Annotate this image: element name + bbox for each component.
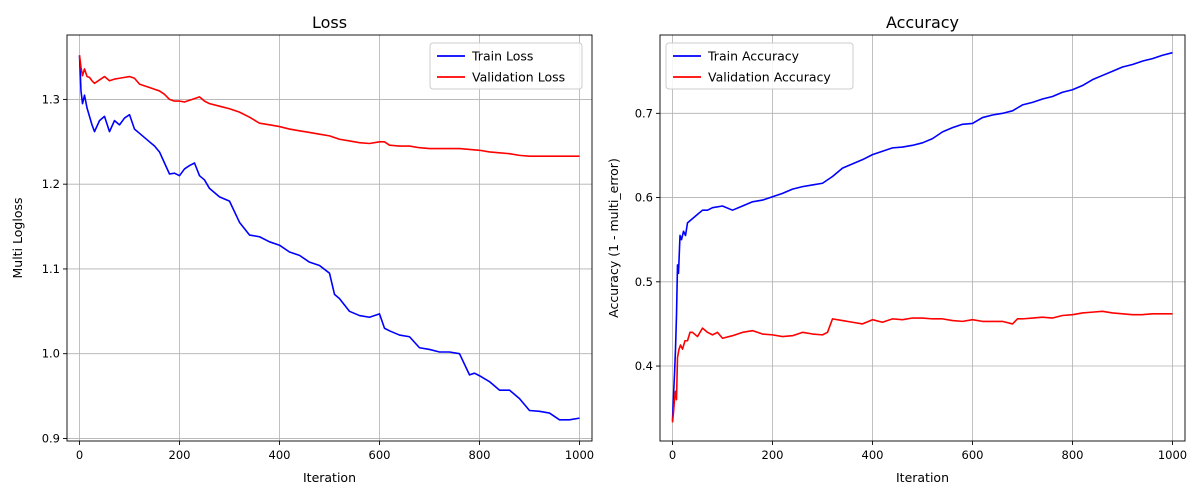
series-line-1 <box>78 55 580 158</box>
chart-title: Accuracy <box>886 13 959 32</box>
x-tick-label: 0 <box>76 448 83 462</box>
y-axis-label: Accuracy (1 - multi_error) <box>606 158 621 318</box>
legend: Train Loss Validation Loss <box>429 42 583 90</box>
y-tick-label: 0.4 <box>635 359 653 373</box>
y-tick-label: 0.9 <box>42 431 60 445</box>
chart-title: Loss <box>312 13 347 32</box>
chart-loss: 0 200 400 600 800 1000 0.9 1.0 1.1 1.2 1.3 Loss Iter… <box>10 13 594 485</box>
series-line-0 <box>671 51 1173 421</box>
y-tick-label: 1.3 <box>42 92 60 106</box>
y-tick-label: 1.1 <box>42 262 60 276</box>
y-tick-label: 1.0 <box>42 347 60 361</box>
legend-box <box>429 42 583 90</box>
x-tick-label: 400 <box>269 448 291 462</box>
y-tick-label: 0.5 <box>635 275 653 289</box>
x-tick-label: 600 <box>962 448 984 462</box>
plot-frame <box>659 34 1186 442</box>
series-line-1 <box>671 310 1173 423</box>
y-tick-label: 0.7 <box>635 106 653 120</box>
x-tick-label: 200 <box>762 448 784 462</box>
legend: Train Accuracy Validation Accuracy <box>665 42 854 90</box>
x-tick-label: 600 <box>369 448 391 462</box>
y-axis-label: Multi Logloss <box>10 198 25 279</box>
x-tick-label: 200 <box>169 448 191 462</box>
y-tick-label: 0.6 <box>635 191 653 205</box>
x-tick-label: 400 <box>862 448 884 462</box>
legend-entry: Validation Accuracy <box>708 70 831 85</box>
plot-frame <box>66 34 593 442</box>
series-line-0 <box>78 55 580 421</box>
x-tick-label: 800 <box>469 448 491 462</box>
x-axis-label: Iteration <box>896 470 949 485</box>
legend-entry: Validation Loss <box>472 70 565 85</box>
x-tick-label: 800 <box>1062 448 1084 462</box>
x-tick-label: 1000 <box>565 448 594 462</box>
y-tick-label: 1.2 <box>42 177 60 191</box>
legend-box <box>665 42 854 90</box>
x-tick-label: 0 <box>669 448 676 462</box>
legend-entry: Train Accuracy <box>707 49 800 64</box>
chart-accuracy: 0 200 400 600 800 1000 0.4 0.5 0.6 0.7 Accuracy Ite… <box>606 13 1187 485</box>
x-axis-label: Iteration <box>303 470 356 485</box>
legend-entry: Train Loss <box>471 49 533 64</box>
x-tick-label: 1000 <box>1158 448 1187 462</box>
